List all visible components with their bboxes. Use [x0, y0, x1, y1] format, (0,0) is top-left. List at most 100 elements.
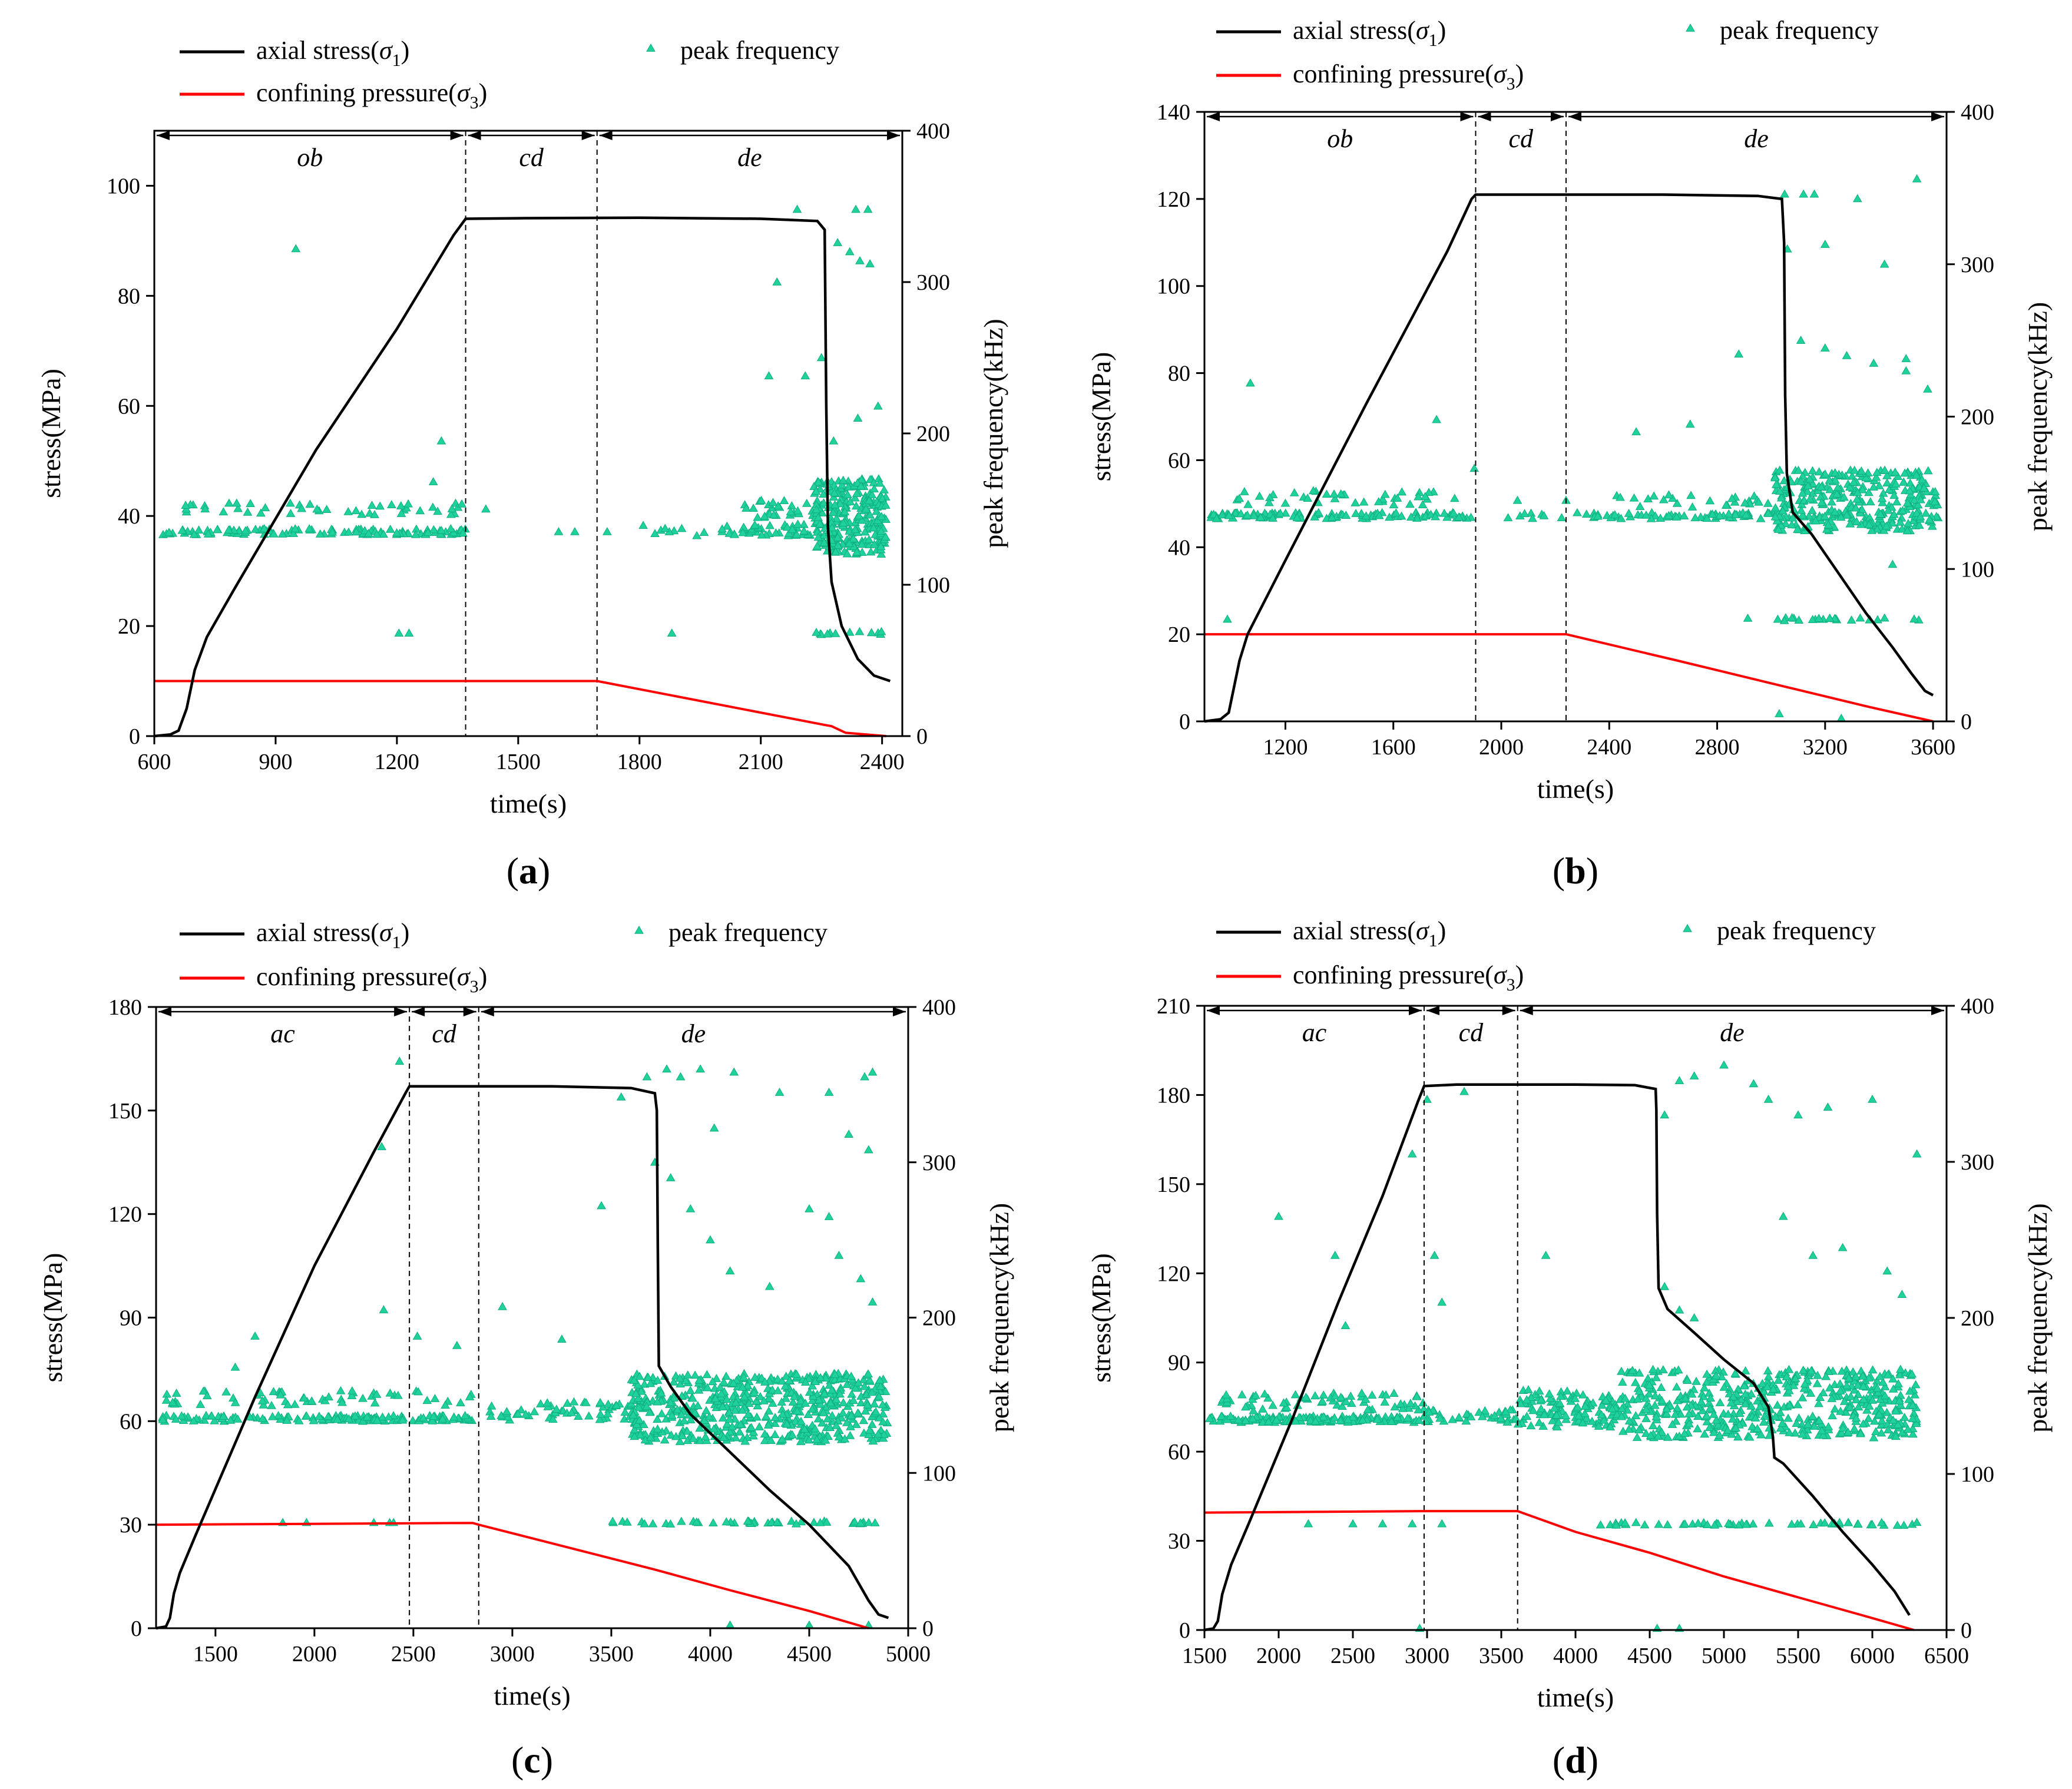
- peak-frequency-point: [851, 1420, 861, 1428]
- peak-frequency-point: [787, 525, 797, 533]
- peak-frequency-point: [1651, 1412, 1661, 1420]
- peak-frequency-point: [1846, 1392, 1856, 1400]
- confining-pressure-line: [154, 680, 886, 737]
- peak-frequency-point: [635, 1371, 644, 1380]
- peak-frequency-point: [787, 501, 797, 509]
- peak-frequency-point: [164, 528, 174, 536]
- y-tick-label: 60: [120, 1409, 142, 1434]
- peak-frequency-point: [1897, 524, 1907, 533]
- peak-frequency-point: [1876, 1518, 1886, 1526]
- peak-frequency-point: [853, 413, 863, 422]
- stage-label-cd: cd: [519, 143, 544, 172]
- peak-frequency-point: [269, 1387, 279, 1396]
- peak-frequency-point: [710, 1394, 720, 1403]
- peak-frequency-point: [1226, 1412, 1236, 1420]
- peak-frequency-point: [1644, 1380, 1654, 1389]
- peak-frequency-point: [1627, 1366, 1637, 1374]
- peak-frequency-point: [372, 1416, 382, 1424]
- peak-frequency-point: [1683, 1376, 1692, 1384]
- peak-frequency-point: [1385, 512, 1394, 521]
- y-tick-label: 40: [1168, 535, 1190, 560]
- peak-frequency-point: [1836, 1406, 1845, 1415]
- peak-frequency-point: [1512, 495, 1522, 504]
- stage-arrowhead-right: [394, 1007, 408, 1016]
- peak-frequency-point: [285, 498, 295, 507]
- peak-frequency-point: [804, 1435, 814, 1444]
- peak-frequency-point: [350, 1411, 360, 1420]
- peak-frequency-series: [1204, 1060, 1922, 1632]
- peak-frequency-point: [1659, 495, 1669, 503]
- peak-frequency-point: [1842, 1381, 1852, 1390]
- peak-frequency-point: [850, 525, 860, 534]
- peak-frequency-point: [1303, 1519, 1313, 1528]
- peak-frequency-point: [800, 1377, 810, 1386]
- peak-frequency-point: [1258, 1417, 1267, 1426]
- peak-frequency-point: [1632, 1433, 1642, 1441]
- peak-frequency-point: [871, 1407, 881, 1416]
- peak-frequency-point: [835, 499, 845, 508]
- peak-frequency-point: [1672, 498, 1682, 507]
- peak-frequency-point: [859, 1375, 869, 1383]
- peak-frequency-point: [1930, 487, 1940, 495]
- peak-frequency-point: [1356, 509, 1366, 517]
- peak-frequency-point: [1294, 1413, 1304, 1421]
- peak-frequency-point: [860, 1072, 869, 1081]
- peak-frequency-point: [843, 490, 853, 499]
- peak-frequency-point: [1359, 497, 1369, 506]
- peak-frequency-point: [1733, 1432, 1743, 1441]
- peak-frequency-point: [210, 1416, 219, 1424]
- peak-frequency-point: [1872, 468, 1882, 476]
- peak-frequency-point: [1745, 1432, 1755, 1441]
- peak-frequency-point: [1827, 497, 1836, 506]
- peak-frequency-point: [302, 1411, 312, 1420]
- peak-frequency-point: [731, 1398, 741, 1406]
- peak-frequency-point: [1763, 1372, 1773, 1380]
- peak-frequency-point: [230, 1362, 240, 1371]
- peak-frequency-point: [1618, 1426, 1628, 1435]
- peak-frequency-point: [876, 1381, 885, 1390]
- x-tick-label: 3000: [490, 1642, 535, 1667]
- peak-frequency-point: [1330, 1250, 1340, 1259]
- peak-frequency-point: [742, 503, 751, 512]
- peak-frequency-point: [1233, 1415, 1243, 1424]
- peak-frequency-point: [1263, 1393, 1273, 1402]
- legend-peak-frequency-text: peak frequency: [680, 36, 839, 65]
- peak-frequency-point: [810, 1424, 820, 1433]
- peak-frequency-point: [842, 1380, 852, 1388]
- peak-frequency-point: [850, 1383, 860, 1392]
- stage-arrowhead-left: [468, 131, 481, 140]
- peak-frequency-point: [1663, 1432, 1673, 1441]
- peak-frequency-point: [822, 629, 832, 638]
- peak-frequency-point: [1687, 1389, 1697, 1398]
- peak-frequency-point: [1620, 1393, 1630, 1402]
- peak-frequency-point: [1616, 513, 1626, 522]
- peak-frequency-point: [396, 509, 406, 517]
- peak-frequency-point: [875, 478, 885, 487]
- peak-frequency-point: [1869, 358, 1879, 367]
- stage-arrowhead-left: [1207, 112, 1220, 121]
- peak-frequency-point: [260, 503, 270, 512]
- peak-frequency-point: [1412, 1392, 1422, 1400]
- peak-frequency-point: [830, 500, 840, 509]
- peak-frequency-point: [1790, 1428, 1800, 1437]
- peak-frequency-point: [721, 1371, 731, 1380]
- peak-frequency-point: [1291, 1416, 1300, 1425]
- peak-frequency-point: [870, 1518, 880, 1526]
- peak-frequency-point: [1789, 1380, 1799, 1389]
- peak-frequency-point: [1571, 1388, 1581, 1397]
- peak-frequency-point: [834, 1432, 844, 1440]
- peak-frequency-point: [1897, 1290, 1907, 1298]
- peak-frequency-point: [1723, 1426, 1733, 1434]
- peak-frequency-point: [1837, 1428, 1846, 1437]
- peak-frequency-point: [1524, 1385, 1533, 1393]
- peak-frequency-point: [309, 1416, 319, 1424]
- peak-frequency-point: [719, 1377, 729, 1386]
- peak-frequency-point: [1702, 1411, 1712, 1420]
- peak-frequency-point: [177, 1411, 187, 1420]
- peak-frequency-point: [855, 627, 865, 635]
- peak-frequency-point: [294, 1416, 304, 1424]
- peak-frequency-point: [844, 538, 854, 547]
- peak-frequency-point: [1526, 1421, 1536, 1430]
- peak-frequency-point: [196, 1400, 206, 1408]
